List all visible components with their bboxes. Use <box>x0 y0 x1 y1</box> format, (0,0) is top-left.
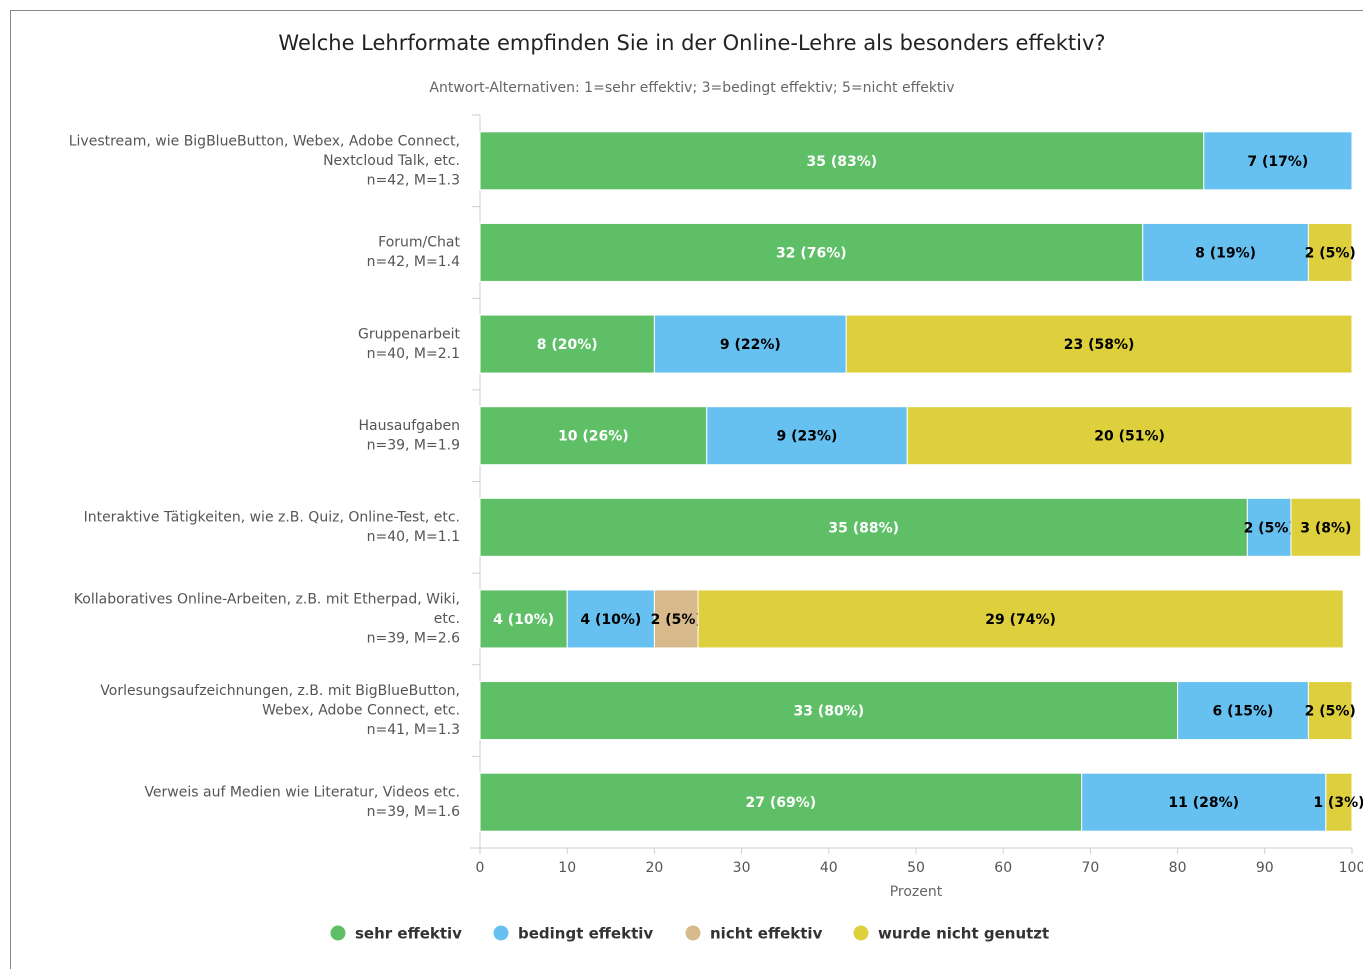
category-label: n=41, M=1.3 <box>367 722 460 738</box>
value-label: 2 (5%) <box>1305 704 1356 720</box>
category-label: Vorlesungsaufzeichnungen, z.B. mit BigBl… <box>100 683 460 699</box>
value-label: 6 (15%) <box>1213 704 1274 720</box>
x-tick-label: 70 <box>1081 860 1099 876</box>
legend-label: nicht effektiv <box>710 925 823 943</box>
x-tick-label: 90 <box>1256 860 1274 876</box>
category-label: n=39, M=2.6 <box>367 630 460 646</box>
category-label: etc. <box>434 611 460 627</box>
value-label: 8 (19%) <box>1195 245 1256 261</box>
category-label: Hausaufgaben <box>359 418 461 434</box>
value-label: 11 (28%) <box>1168 795 1239 811</box>
value-label: 10 (26%) <box>558 429 629 445</box>
value-label: 2 (5%) <box>651 612 702 628</box>
value-label: 8 (20%) <box>537 337 598 353</box>
value-label: 32 (76%) <box>776 245 847 261</box>
x-tick-label: 100 <box>1339 860 1363 876</box>
legend-label: wurde nicht genutzt <box>878 925 1049 943</box>
value-label: 4 (10%) <box>493 612 554 628</box>
value-label: 7 (17%) <box>1247 154 1308 170</box>
value-label: 27 (69%) <box>746 795 817 811</box>
legend-marker <box>331 926 346 941</box>
x-tick-label: 60 <box>994 860 1012 876</box>
value-label: 9 (22%) <box>720 337 781 353</box>
value-label: 29 (74%) <box>985 612 1056 628</box>
x-tick-label: 0 <box>476 860 485 876</box>
legend-marker <box>494 926 509 941</box>
category-label: n=42, M=1.4 <box>367 254 460 270</box>
category-label: Gruppenarbeit <box>358 326 460 342</box>
x-tick-label: 30 <box>733 860 751 876</box>
category-label: Interaktive Tätigkeiten, wie z.B. Quiz, … <box>84 510 460 526</box>
x-tick-label: 10 <box>558 860 576 876</box>
legend-marker <box>686 926 701 941</box>
category-label: Kollaboratives Online-Arbeiten, z.B. mit… <box>74 591 460 607</box>
legend-label: bedingt effektiv <box>518 925 653 943</box>
legend-label: sehr effektiv <box>355 925 462 943</box>
category-label: Livestream, wie BigBlueButton, Webex, Ad… <box>69 133 460 149</box>
category-label: Nextcloud Talk, etc. <box>323 153 460 169</box>
x-tick-label: 20 <box>645 860 663 876</box>
value-label: 9 (23%) <box>777 429 838 445</box>
value-label: 20 (51%) <box>1094 429 1165 445</box>
value-label: 3 (8%) <box>1300 520 1351 536</box>
category-label: n=40, M=2.1 <box>367 346 460 362</box>
x-tick-label: 50 <box>907 860 925 876</box>
value-label: 4 (10%) <box>580 612 641 628</box>
category-label: n=40, M=1.1 <box>367 529 460 545</box>
value-label: 33 (80%) <box>793 704 864 720</box>
category-label: Forum/Chat <box>378 235 460 251</box>
x-axis-label: Prozent <box>890 884 943 900</box>
category-label: n=39, M=1.9 <box>367 437 460 453</box>
value-label: 1 (3%) <box>1313 795 1363 811</box>
value-label: 35 (83%) <box>807 154 878 170</box>
value-label: 35 (88%) <box>828 520 899 536</box>
legend-marker <box>854 926 869 941</box>
x-tick-label: 80 <box>1169 860 1187 876</box>
value-label: 2 (5%) <box>1305 245 1356 261</box>
category-label: Webex, Adobe Connect, etc. <box>262 703 460 719</box>
category-label: n=39, M=1.6 <box>367 804 460 820</box>
category-label: Verweis auf Medien wie Literatur, Videos… <box>144 784 460 800</box>
category-label: n=42, M=1.3 <box>367 172 460 188</box>
chart-title: Welche Lehrformate empfinden Sie in der … <box>278 31 1105 55</box>
value-label: 2 (5%) <box>1244 520 1295 536</box>
x-tick-label: 40 <box>820 860 838 876</box>
chart-subtitle: Antwort-Alternativen: 1=sehr effektiv; 3… <box>429 80 954 96</box>
value-label: 23 (58%) <box>1064 337 1135 353</box>
